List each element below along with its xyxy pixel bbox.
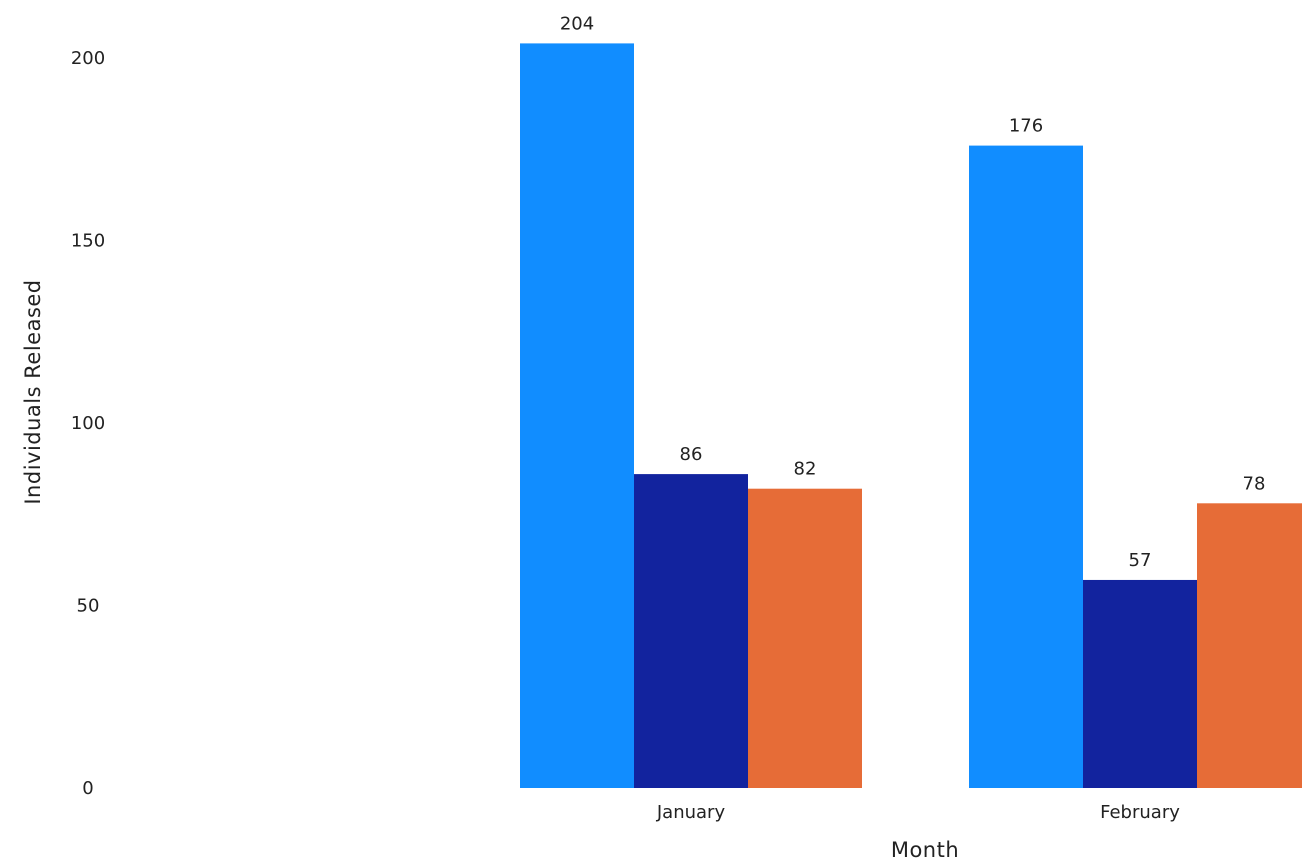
bar bbox=[748, 488, 862, 788]
bar bbox=[520, 43, 634, 788]
y-tick-label: 50 bbox=[77, 596, 100, 617]
bars bbox=[520, 43, 1302, 789]
x-tick-label: February bbox=[1100, 802, 1180, 823]
x-tick-label: January bbox=[656, 802, 726, 823]
x-axis-title: Month bbox=[891, 838, 959, 862]
y-tick-label: 200 bbox=[71, 48, 105, 69]
data-label: 78 bbox=[1243, 473, 1266, 494]
y-tick-label: 0 bbox=[82, 778, 93, 799]
data-labels: 204 86 82 176 57 78 bbox=[560, 13, 1266, 571]
y-axis-ticks: 0 50 100 150 200 bbox=[71, 48, 105, 799]
data-label: 176 bbox=[1009, 116, 1043, 137]
data-label: 86 bbox=[680, 444, 703, 465]
bar bbox=[1197, 503, 1302, 788]
y-tick-label: 150 bbox=[71, 231, 105, 252]
y-axis-title: Individuals Released bbox=[21, 279, 45, 504]
bar bbox=[969, 145, 1083, 789]
data-label: 204 bbox=[560, 13, 594, 34]
data-label: 82 bbox=[794, 459, 817, 480]
data-label: 57 bbox=[1129, 550, 1152, 571]
bar bbox=[1083, 579, 1197, 788]
y-tick-label: 100 bbox=[71, 413, 105, 434]
x-axis-ticks: January February bbox=[656, 802, 1180, 823]
bar bbox=[634, 474, 748, 788]
